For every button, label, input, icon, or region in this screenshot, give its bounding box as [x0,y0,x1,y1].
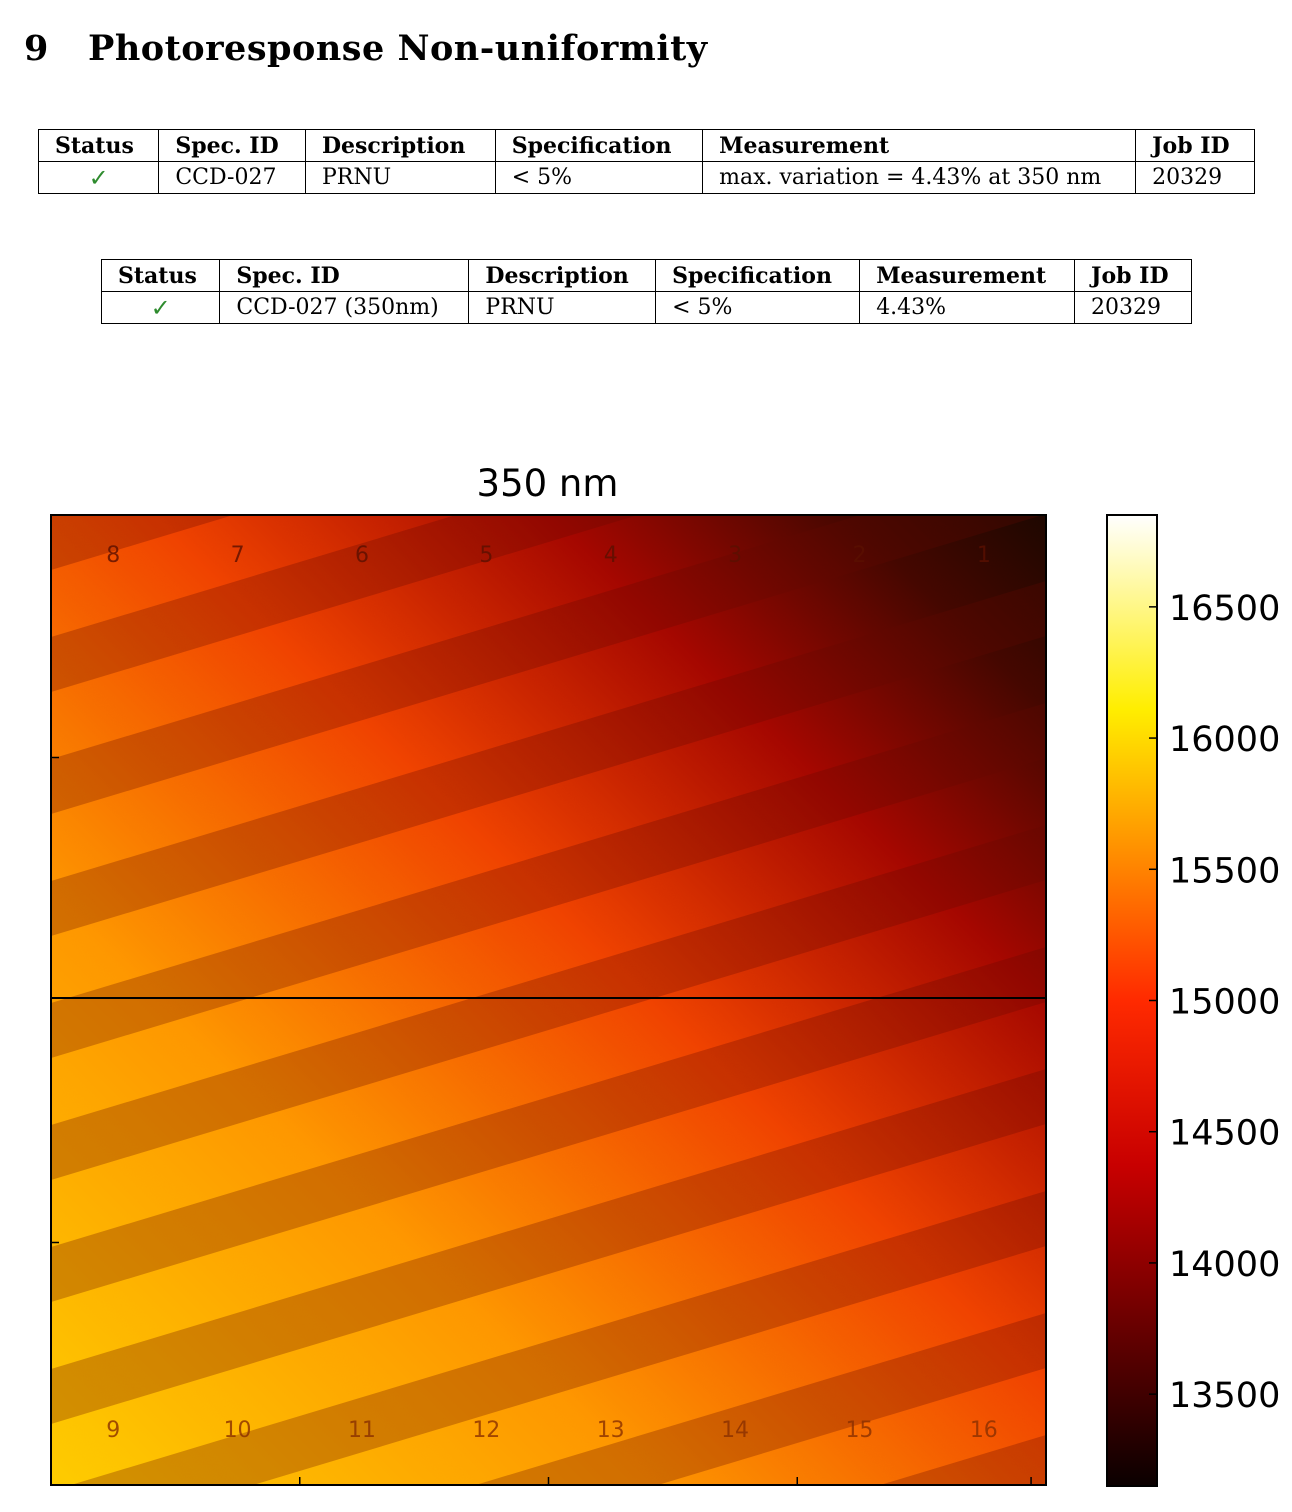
segment-label-bottom: 11 [348,1418,376,1443]
heatmap-band [51,93,1046,448]
header-job-id: Job ID [1074,259,1192,292]
table-header-row: Status Spec. ID Description Specificatio… [37,129,1255,162]
cell-specification: < 5% [655,291,861,324]
heatmap-band [51,0,1046,82]
heatmap-band [51,0,1046,326]
heatmap-grain [51,515,1046,1485]
segment-label-bottom: 10 [224,1418,252,1443]
section-title: Photoresponse Non-uniformity [88,28,708,69]
heatmap-band [51,0,1046,204]
colorbar-tick-label: 15500 [1169,851,1280,891]
segment-label-top: 5 [479,543,493,568]
segment-label-top: 8 [106,543,120,568]
colorbar [1107,515,1157,1486]
segment-label-top: 4 [604,543,618,568]
segment-label-bottom: 13 [597,1418,625,1443]
cell-specification: < 5% [494,161,704,194]
header-job-id: Job ID [1135,129,1255,162]
cell-description: PRNU [468,291,657,324]
cell-spec-id: CCD-027 [158,161,306,194]
colorbar-ticks: 13500 14000 14500 15000 15500 16000 16500 [1149,589,1280,1416]
header-spec-id: Spec. ID [219,259,470,292]
status-check-icon: ✓ [37,161,160,194]
plot-ticks [51,756,1032,1485]
spec-table-2: Status Spec. ID Description Specificatio… [100,259,1192,324]
colorbar-tick-label: 14000 [1169,1245,1280,1285]
segment-label-top: 7 [231,543,245,568]
segment-labels: 8 7 6 5 4 3 2 1 9 10 11 12 13 14 15 16 [106,543,998,1443]
segment-label-bottom: 14 [721,1418,749,1443]
cell-job-id: 20329 [1074,291,1192,324]
segment-label-bottom: 9 [106,1418,120,1443]
chart-title: 350 nm [476,462,619,505]
segment-label-bottom: 16 [970,1418,998,1443]
colorbar-tick-label: 15000 [1169,983,1280,1023]
header-status: Status [37,129,160,162]
header-description: Description [304,129,496,162]
cell-job-id: 20329 [1135,161,1255,194]
spec-table-1: Status Spec. ID Description Specificatio… [37,129,1255,194]
cell-description: PRNU [304,161,496,194]
segment-label-bottom: 15 [845,1418,873,1443]
segment-label-bottom: 12 [472,1418,500,1443]
segment-label-top: 6 [355,543,369,568]
section-number: 9 [24,28,49,69]
colorbar-tick-label: 13500 [1169,1376,1280,1416]
heatmap-field [51,0,1046,1485]
table-header-row: Status Spec. ID Description Specificatio… [100,259,1192,292]
header-specification: Specification [655,259,861,292]
segment-label-top: 1 [977,543,991,568]
header-measurement: Measurement [859,259,1076,292]
header-measurement: Measurement [702,129,1137,162]
colorbar-tick-label: 16500 [1169,589,1280,629]
cell-measurement: max. variation = 4.43% at 350 nm [702,161,1137,194]
table-row: ✓ CCD-027 PRNU < 5% max. variation = 4.4… [37,161,1255,194]
colorbar-tick-label: 16000 [1169,720,1280,760]
cell-measurement: 4.43% [859,291,1076,324]
segment-label-top: 3 [728,543,742,568]
colorbar-tick-label: 14500 [1169,1114,1280,1154]
segment-label-top: 2 [852,543,866,568]
cell-spec-id: CCD-027 (350nm) [219,291,470,324]
table-row: ✓ CCD-027 (350nm) PRNU < 5% 4.43% 20329 [100,291,1192,324]
section-heading: 9 Photoresponse Non-uniformity [24,28,708,69]
status-check-icon: ✓ [100,291,221,324]
